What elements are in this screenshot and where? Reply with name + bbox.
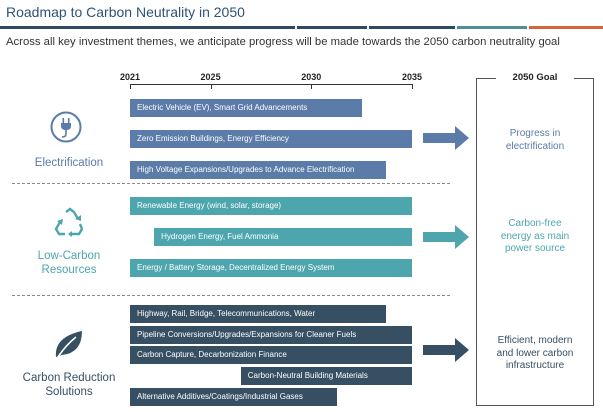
goal-header: 2050 Goal: [496, 72, 574, 83]
year-tick-label: 2021: [119, 72, 141, 82]
goal-text-low-carbon: Carbon-free energy as main power source: [500, 218, 570, 254]
roadmap-bar: Carbon Capture, Decarbonization Finance: [130, 346, 412, 364]
year-tick-mark: [130, 84, 131, 89]
year-tick-mark: [412, 84, 413, 89]
theme-label-carbon-reduction: Carbon Reduction Solutions: [22, 372, 116, 398]
roadmap-bar: Alternative Additives/Coatings/Industria…: [130, 388, 338, 406]
roadmap-bar: Carbon-Neutral Building Materials: [240, 367, 412, 385]
year-tick-label: 2025: [200, 72, 221, 82]
goal-text-carbon-reduction: Efficient, modern and lower carbon infra…: [496, 335, 574, 371]
goal-arrow: [423, 126, 469, 150]
page-title: Roadmap to Carbon Neutrality in 2050: [6, 4, 245, 20]
roadmap-bar: Energy / Battery Storage, Decentralized …: [130, 259, 412, 277]
year-tick-mark: [210, 84, 212, 89]
roadmap-bar: Zero Emission Buildings, Energy Efficien…: [130, 130, 412, 148]
recycle-icon: [54, 207, 84, 237]
roadmap-bar: Renewable Energy (wind, solar, storage): [130, 197, 412, 215]
title-divider: [0, 26, 603, 29]
page-subtitle: Across all key investment themes, we ant…: [6, 36, 560, 48]
section-divider: [12, 183, 450, 184]
roadmap-bar: Hydrogen Energy, Fuel Ammonia: [154, 228, 412, 246]
roadmap-bar: High Voltage Expansions/Upgrades to Adva…: [130, 161, 386, 179]
theme-label-low-carbon: Low-Carbon Resources: [37, 250, 101, 276]
roadmap-bar: Electric Vehicle (EV), Smart Grid Advanc…: [130, 99, 362, 117]
year-tick-mark: [311, 84, 313, 89]
goal-text-electrification: Progress in electrification: [505, 128, 565, 152]
year-tick-label: 2030: [301, 72, 322, 82]
plug-icon: [50, 111, 82, 143]
roadmap-bar: Pipeline Conversions/Upgrades/Expansions…: [130, 326, 412, 344]
roadmap-bar: Highway, Rail, Bridge, Telecommunication…: [130, 305, 386, 323]
leaf-icon: [55, 331, 82, 358]
goal-arrow: [423, 225, 469, 249]
theme-label-electrification: Electrification: [34, 157, 104, 169]
goal-arrow: [423, 338, 469, 362]
year-tick-label: 2035: [401, 72, 423, 82]
timeline-axis: [130, 84, 412, 85]
section-divider: [12, 295, 450, 296]
